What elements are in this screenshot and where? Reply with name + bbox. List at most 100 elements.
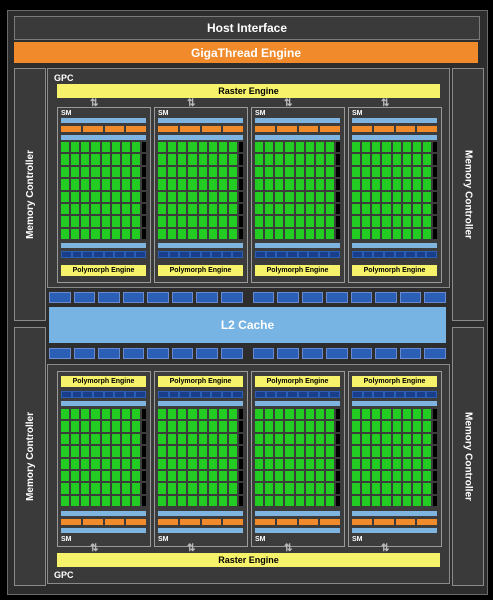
cuda-core <box>362 483 371 494</box>
ld-st-unit <box>142 483 146 494</box>
cuda-core <box>198 446 207 457</box>
cuda-core <box>121 154 130 165</box>
cuda-core <box>285 433 294 445</box>
cuda-core <box>81 470 90 482</box>
cuda-core <box>325 154 334 165</box>
ld-st-unit <box>433 409 437 420</box>
ld-st-unit <box>336 166 340 178</box>
texture-unit <box>201 392 211 397</box>
cuda-core <box>352 483 361 494</box>
ld-st-unit <box>142 433 146 445</box>
cuda-core <box>325 433 334 445</box>
cuda-core <box>208 483 217 494</box>
cuda-core <box>362 203 371 215</box>
cuda-core <box>168 433 177 445</box>
cuda-core <box>188 191 197 202</box>
arrows-icon: ⇅ <box>381 543 392 554</box>
cuda-core <box>218 446 227 457</box>
cuda-core <box>422 458 431 469</box>
cuda-core <box>168 228 177 239</box>
cuda-core <box>382 228 391 239</box>
cuda-core <box>285 216 294 227</box>
cuda-core <box>352 142 361 153</box>
ld-st-unit <box>239 228 243 239</box>
cuda-core <box>315 433 324 445</box>
cuda-core <box>295 228 304 239</box>
cuda-core <box>372 191 381 202</box>
cuda-core <box>362 142 371 153</box>
cuda-core <box>71 166 80 178</box>
cuda-core <box>178 409 187 420</box>
cuda-core <box>198 216 207 227</box>
cuda-core <box>362 216 371 227</box>
cuda-core <box>285 421 294 432</box>
cuda-core <box>91 446 100 457</box>
cuda-core <box>121 421 130 432</box>
texture-unit <box>72 252 82 257</box>
cuda-core <box>61 203 70 215</box>
texture-unit <box>169 252 179 257</box>
cuda-core <box>295 166 304 178</box>
cuda-core <box>305 421 314 432</box>
memory-controller-bottom-right: Memory Controller <box>452 327 484 586</box>
cuda-core <box>275 458 284 469</box>
cuda-core <box>382 458 391 469</box>
instruction-cache-bar <box>255 528 340 533</box>
cuda-core <box>81 142 90 153</box>
ld-st-unit <box>142 228 146 239</box>
crossbar-gap <box>246 348 250 359</box>
ld-st-unit <box>142 154 146 165</box>
texture-unit <box>416 392 426 397</box>
cuda-core <box>352 166 361 178</box>
cuda-core <box>255 433 264 445</box>
sm-label: SM <box>352 110 363 117</box>
cuda-core <box>228 228 237 239</box>
crossbar-link <box>326 292 348 303</box>
cuda-core <box>101 228 110 239</box>
gpc-label: GPC <box>54 570 74 580</box>
cuda-core <box>188 421 197 432</box>
cuda-core <box>255 446 264 457</box>
cuda-core <box>315 421 324 432</box>
texture-unit <box>406 252 415 257</box>
cuda-core <box>315 142 324 153</box>
texture-unit <box>190 392 200 397</box>
cuda-core <box>392 409 401 420</box>
register-file-bar <box>352 511 437 516</box>
cuda-core <box>402 483 411 494</box>
ld-st-unit <box>239 495 243 506</box>
cuda-core <box>218 228 227 239</box>
cuda-core <box>265 470 274 482</box>
cuda-core <box>412 216 421 227</box>
cuda-core <box>71 203 80 215</box>
cuda-core <box>208 216 217 227</box>
cuda-core <box>285 166 294 178</box>
streaming-multiprocessor: SM Polymorph Engine <box>154 107 248 283</box>
sm-label: SM <box>352 536 363 543</box>
cuda-core <box>71 458 80 469</box>
cuda-core <box>382 483 391 494</box>
cuda-core <box>265 458 274 469</box>
host-interface-block: Host Interface <box>14 16 480 40</box>
crossbar-link <box>399 292 422 303</box>
cuda-core <box>61 228 70 239</box>
special-function-row <box>255 126 340 132</box>
sfu-block <box>373 126 394 132</box>
cuda-core <box>188 409 197 420</box>
polymorph-engine-label: Polymorph Engine <box>169 378 232 385</box>
cuda-core <box>81 179 90 190</box>
cuda-core <box>352 409 361 420</box>
special-function-row <box>61 126 146 132</box>
texture-unit <box>374 392 383 397</box>
polymorph-engine: Polymorph Engine <box>61 376 146 387</box>
cuda-core <box>295 203 304 215</box>
cuda-core <box>325 216 334 227</box>
ld-st-unit <box>336 483 340 494</box>
crossbar-link <box>98 292 120 303</box>
cuda-core <box>305 470 314 482</box>
cuda-core <box>372 421 381 432</box>
ld-st-unit <box>336 446 340 457</box>
cuda-core <box>325 495 334 506</box>
cuda-core <box>71 216 80 227</box>
cuda-core <box>265 483 274 494</box>
